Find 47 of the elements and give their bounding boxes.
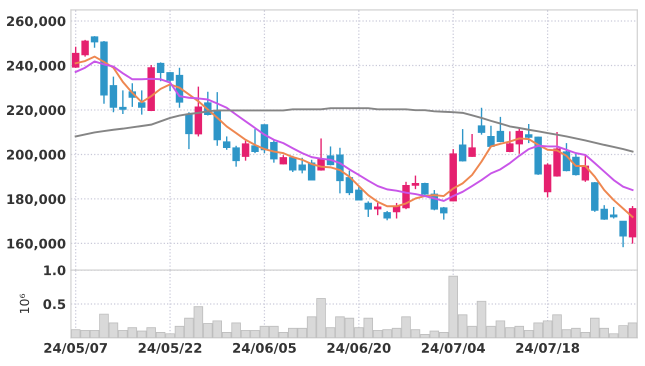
candlestick [468,133,476,158]
candlestick [222,136,230,150]
candlestick [166,71,174,92]
candlestick [421,182,429,196]
x-tick-label: 24/05/22 [138,342,202,354]
y-tick-label: 200,000 [7,150,66,162]
candlestick [478,107,486,136]
candlestick [156,62,164,82]
candlestick [298,157,306,174]
candlestick [242,140,250,162]
candlestick [600,204,608,221]
y-axis-title: 10⁶ [20,294,30,314]
x-tick-label: 24/06/20 [328,342,391,354]
candlestick [346,170,354,196]
y-tick-label: 180,000 [7,194,66,206]
candlestick [355,185,363,202]
x-tick-label: 24/07/18 [516,342,580,354]
candlestick [383,210,391,221]
y-tick-label: 240,000 [7,60,66,72]
candlestick [374,202,382,216]
candlestick [308,159,316,182]
candlestick [90,35,98,48]
candlestick [185,112,193,150]
candlestick [280,154,288,166]
candlestick [81,39,89,58]
x-tick-label: 24/07/04 [422,342,485,354]
candlestick [440,206,448,220]
y-tick-label: 220,000 [7,105,66,117]
candlestick [619,220,627,248]
candlestick [364,200,372,218]
candlestick [412,174,420,190]
candlestick [524,123,532,144]
candlestick [496,116,504,143]
y-tick-label: 1.0 [44,265,66,276]
candlestick [610,206,618,220]
candlestick [392,202,400,220]
y-tick-label: 0.5 [43,299,66,310]
candlestick [110,76,118,113]
x-tick-label: 24/06/05 [233,342,296,354]
y-tick-label: 160,000 [7,238,66,250]
candlestick [506,130,514,153]
candlestick [119,90,127,115]
y-tick-label: 260,000 [7,16,66,28]
x-tick-label: 24/05/07 [44,342,107,354]
candlestick [232,145,240,168]
candlestick [458,128,466,162]
candlestick [138,90,146,116]
